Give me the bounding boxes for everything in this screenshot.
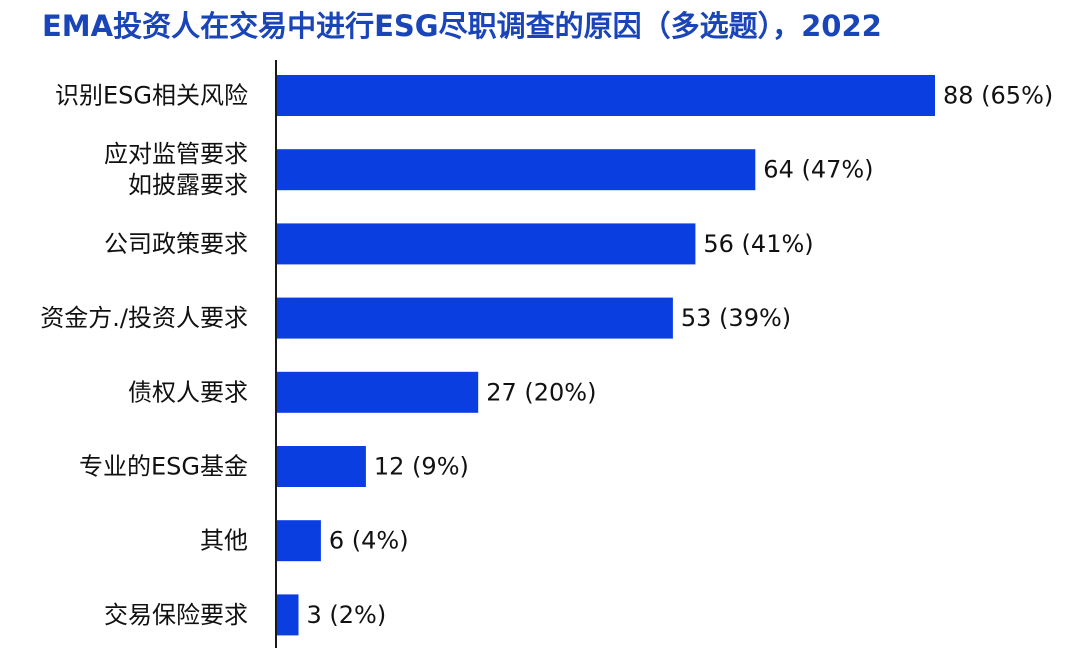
value-labels: 88 (65%) 64 (47%) 56 (41%) 53 (39%) 27 (20%)… [307,82,1054,629]
category-label-6: 其他 [200,527,248,555]
category-label-3: 资金方./投资人要求 [40,304,248,332]
value-label-7: 3 (2%) [307,601,387,629]
category-label-line: 债权人要求 [128,378,248,406]
category-label-7: 交易保险要求 [104,601,248,629]
bar-4 [276,371,479,413]
value-label-5: 12 (9%) [374,453,469,481]
value-label-6: 6 (4%) [329,527,409,555]
category-label-line: 如披露要求 [128,171,248,199]
bar-7 [276,594,299,636]
category-label-2: 公司政策要求 [104,230,248,258]
value-label-3: 53 (39%) [681,304,791,332]
value-label-0: 88 (65%) [943,82,1053,110]
category-label-0: 识别ESG相关风险 [55,82,248,110]
value-label-1: 64 (47%) [763,156,873,184]
bars-group [276,75,935,636]
value-label-2: 56 (41%) [703,230,813,258]
category-label-line: 应对监管要求 [104,140,248,168]
category-label-line: 其他 [200,527,248,555]
category-label-line: 资金方./投资人要求 [40,304,248,332]
bar-2 [276,223,696,265]
bar-5 [276,446,366,487]
chart-title: EMA投资人在交易中进行ESG尽职调查的原因（多选题），2022 [42,9,882,43]
category-label-4: 债权人要求 [128,378,248,406]
category-label-line: 识别ESG相关风险 [55,82,248,110]
category-labels: 识别ESG相关风险应对监管要求如披露要求公司政策要求资金方./投资人要求债权人要… [40,82,248,629]
category-label-line: 公司政策要求 [104,230,248,258]
category-label-line: 专业的ESG基金 [79,453,248,481]
bar-1 [276,149,756,191]
category-label-line: 交易保险要求 [104,601,248,629]
category-label-1: 应对监管要求如披露要求 [104,140,248,199]
bar-3 [276,297,673,339]
category-label-5: 专业的ESG基金 [79,453,248,481]
bar-6 [276,520,321,562]
bar-0 [276,75,935,116]
value-label-4: 27 (20%) [486,378,596,406]
